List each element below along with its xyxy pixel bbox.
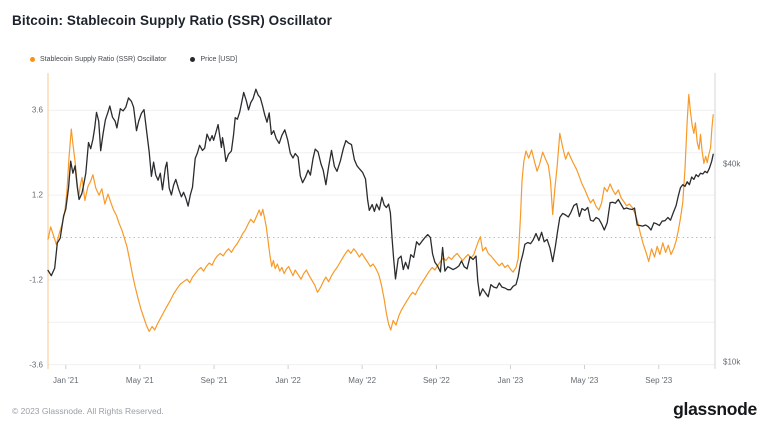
price-line bbox=[47, 88, 714, 298]
legend-item-ssr-oscillator[interactable]: Stablecoin Supply Ratio (SSR) Oscillator bbox=[30, 56, 166, 63]
page-title: Bitcoin: Stablecoin Supply Ratio (SSR) O… bbox=[12, 13, 332, 28]
copyright-text: © 2023 Glassnode. All Rights Reserved. bbox=[12, 406, 164, 416]
price-series-swatch-icon bbox=[190, 57, 196, 62]
legend-item-price[interactable]: Price [USD] bbox=[190, 56, 237, 63]
legend-label-price: Price [USD] bbox=[200, 56, 238, 63]
legend: Stablecoin Supply Ratio (SSR) Oscillator… bbox=[30, 56, 237, 63]
ssr-oscillator-line bbox=[47, 93, 714, 333]
ssr-series-swatch-icon bbox=[30, 57, 35, 62]
glassnode-logo: glassnode bbox=[673, 399, 757, 419]
legend-label-ssr: Stablecoin Supply Ratio (SSR) Oscillator bbox=[40, 56, 167, 63]
